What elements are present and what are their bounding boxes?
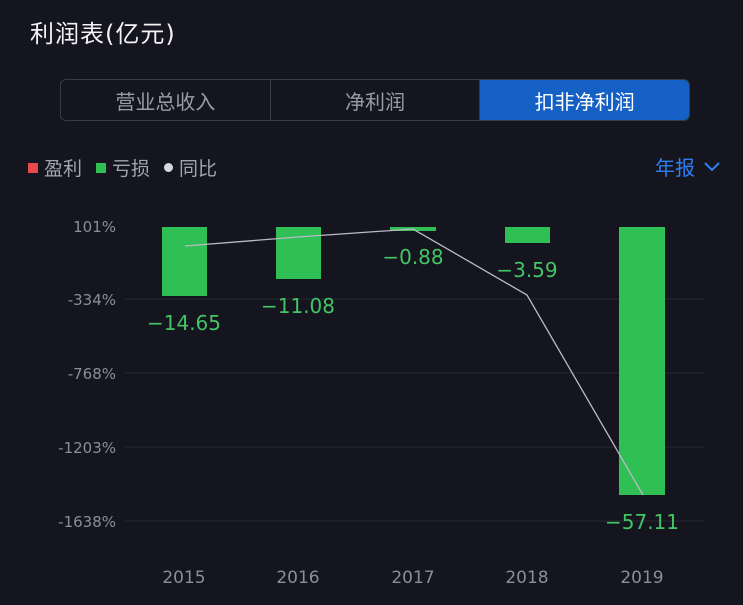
y-tick: 101% — [73, 218, 116, 236]
chart-legend: 盈利 亏损 同比 — [28, 154, 217, 181]
value-labels: −14.65 −11.08 −0.88 −3.59 −57.11 — [147, 245, 679, 534]
x-tick: 2019 — [620, 568, 663, 588]
bar-2018[interactable] — [505, 227, 550, 243]
legend-loss-label: 亏损 — [112, 158, 151, 180]
y-tick: -334% — [68, 291, 116, 309]
y-tick: -1638% — [58, 513, 116, 531]
period-selector[interactable]: 年报 — [655, 152, 721, 181]
legend-loss[interactable]: 亏损 — [96, 154, 150, 181]
bar-2015[interactable] — [162, 227, 207, 296]
gridlines — [125, 298, 705, 522]
x-axis: 2015 2016 2017 2018 2019 — [162, 568, 663, 588]
legend-yoy[interactable]: 同比 — [164, 154, 217, 181]
y-axis: 101% -334% -768% -1203% -1638% — [58, 218, 116, 531]
period-label: 年报 — [655, 156, 695, 180]
bar-2019[interactable] — [619, 227, 665, 495]
value-label: −57.11 — [605, 510, 679, 534]
value-label: −3.59 — [496, 258, 557, 282]
x-tick: 2015 — [162, 568, 205, 588]
bar-2016[interactable] — [276, 227, 321, 279]
value-label: −0.88 — [382, 245, 443, 269]
x-tick: 2017 — [391, 568, 434, 588]
legend-yoy-label: 同比 — [179, 158, 218, 180]
red-square-icon — [28, 162, 38, 173]
yoy-line — [184, 228, 644, 496]
value-label: −11.08 — [261, 294, 335, 318]
legend-profit-label: 盈利 — [44, 158, 83, 180]
x-tick: 2016 — [276, 568, 319, 588]
y-tick: -768% — [68, 365, 116, 383]
tab-total-revenue[interactable]: 营业总收入 — [61, 80, 271, 120]
chevron-down-icon — [704, 161, 720, 171]
bars — [162, 227, 665, 495]
y-tick: -1203% — [58, 439, 116, 457]
metric-tabs: 营业总收入 净利润 扣非净利润 — [60, 79, 690, 121]
legend-profit[interactable]: 盈利 — [28, 154, 82, 181]
tab-deducted-net-profit[interactable]: 扣非净利润 — [480, 80, 689, 120]
dot-icon — [164, 163, 174, 172]
page-title: 利润表(亿元) — [30, 20, 176, 48]
value-label: −14.65 — [147, 311, 221, 335]
x-tick: 2018 — [505, 568, 548, 588]
green-square-icon — [96, 162, 107, 173]
tab-net-profit[interactable]: 净利润 — [271, 80, 481, 120]
